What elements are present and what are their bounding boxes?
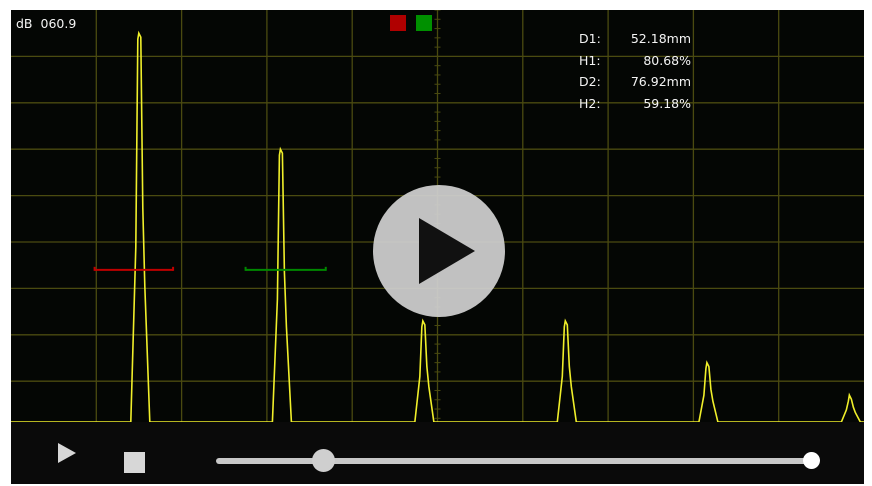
play-icon xyxy=(419,218,475,284)
player-control-bar xyxy=(11,422,864,484)
gate-b-indicator xyxy=(416,15,432,31)
measurement-label: H1: xyxy=(579,52,601,68)
measurement-row-h2: H2: 59.18% xyxy=(579,93,691,115)
measurement-panel: D1: 52.18mm H1: 80.68% D2: 76.92mm H2: 5… xyxy=(579,28,691,114)
measurement-label: D2: xyxy=(579,74,601,89)
play-icon xyxy=(58,443,76,463)
measurement-row-d2: D2: 76.92mm xyxy=(579,71,691,93)
big-play-button[interactable] xyxy=(373,185,505,317)
gate-a-indicator xyxy=(390,15,406,31)
measurement-row-d1: D1: 52.18mm xyxy=(579,28,691,50)
ultrasonic-video-player: dB 060.9 D1: 52.18mm H1: 80.68% D2: 76.92… xyxy=(11,10,864,484)
gain-unit: dB xyxy=(16,16,33,31)
measurement-row-h1: H1: 80.68% xyxy=(579,50,691,72)
play-button[interactable] xyxy=(58,441,80,465)
measurement-value: 52.18mm xyxy=(630,31,691,46)
measurement-label: D1: xyxy=(579,31,601,46)
measurement-value: 59.18% xyxy=(643,95,691,111)
measurement-value: 80.68% xyxy=(643,52,691,68)
gain-value: 060.9 xyxy=(40,16,77,31)
seek-handle[interactable] xyxy=(312,449,336,472)
measurement-label: H2: xyxy=(579,95,601,111)
end-handle[interactable] xyxy=(803,452,820,469)
stop-button[interactable] xyxy=(124,452,145,473)
measurement-value: 76.92mm xyxy=(630,74,691,89)
gain-readout: dB 060.9 xyxy=(16,16,76,31)
seek-bar[interactable] xyxy=(216,449,820,472)
